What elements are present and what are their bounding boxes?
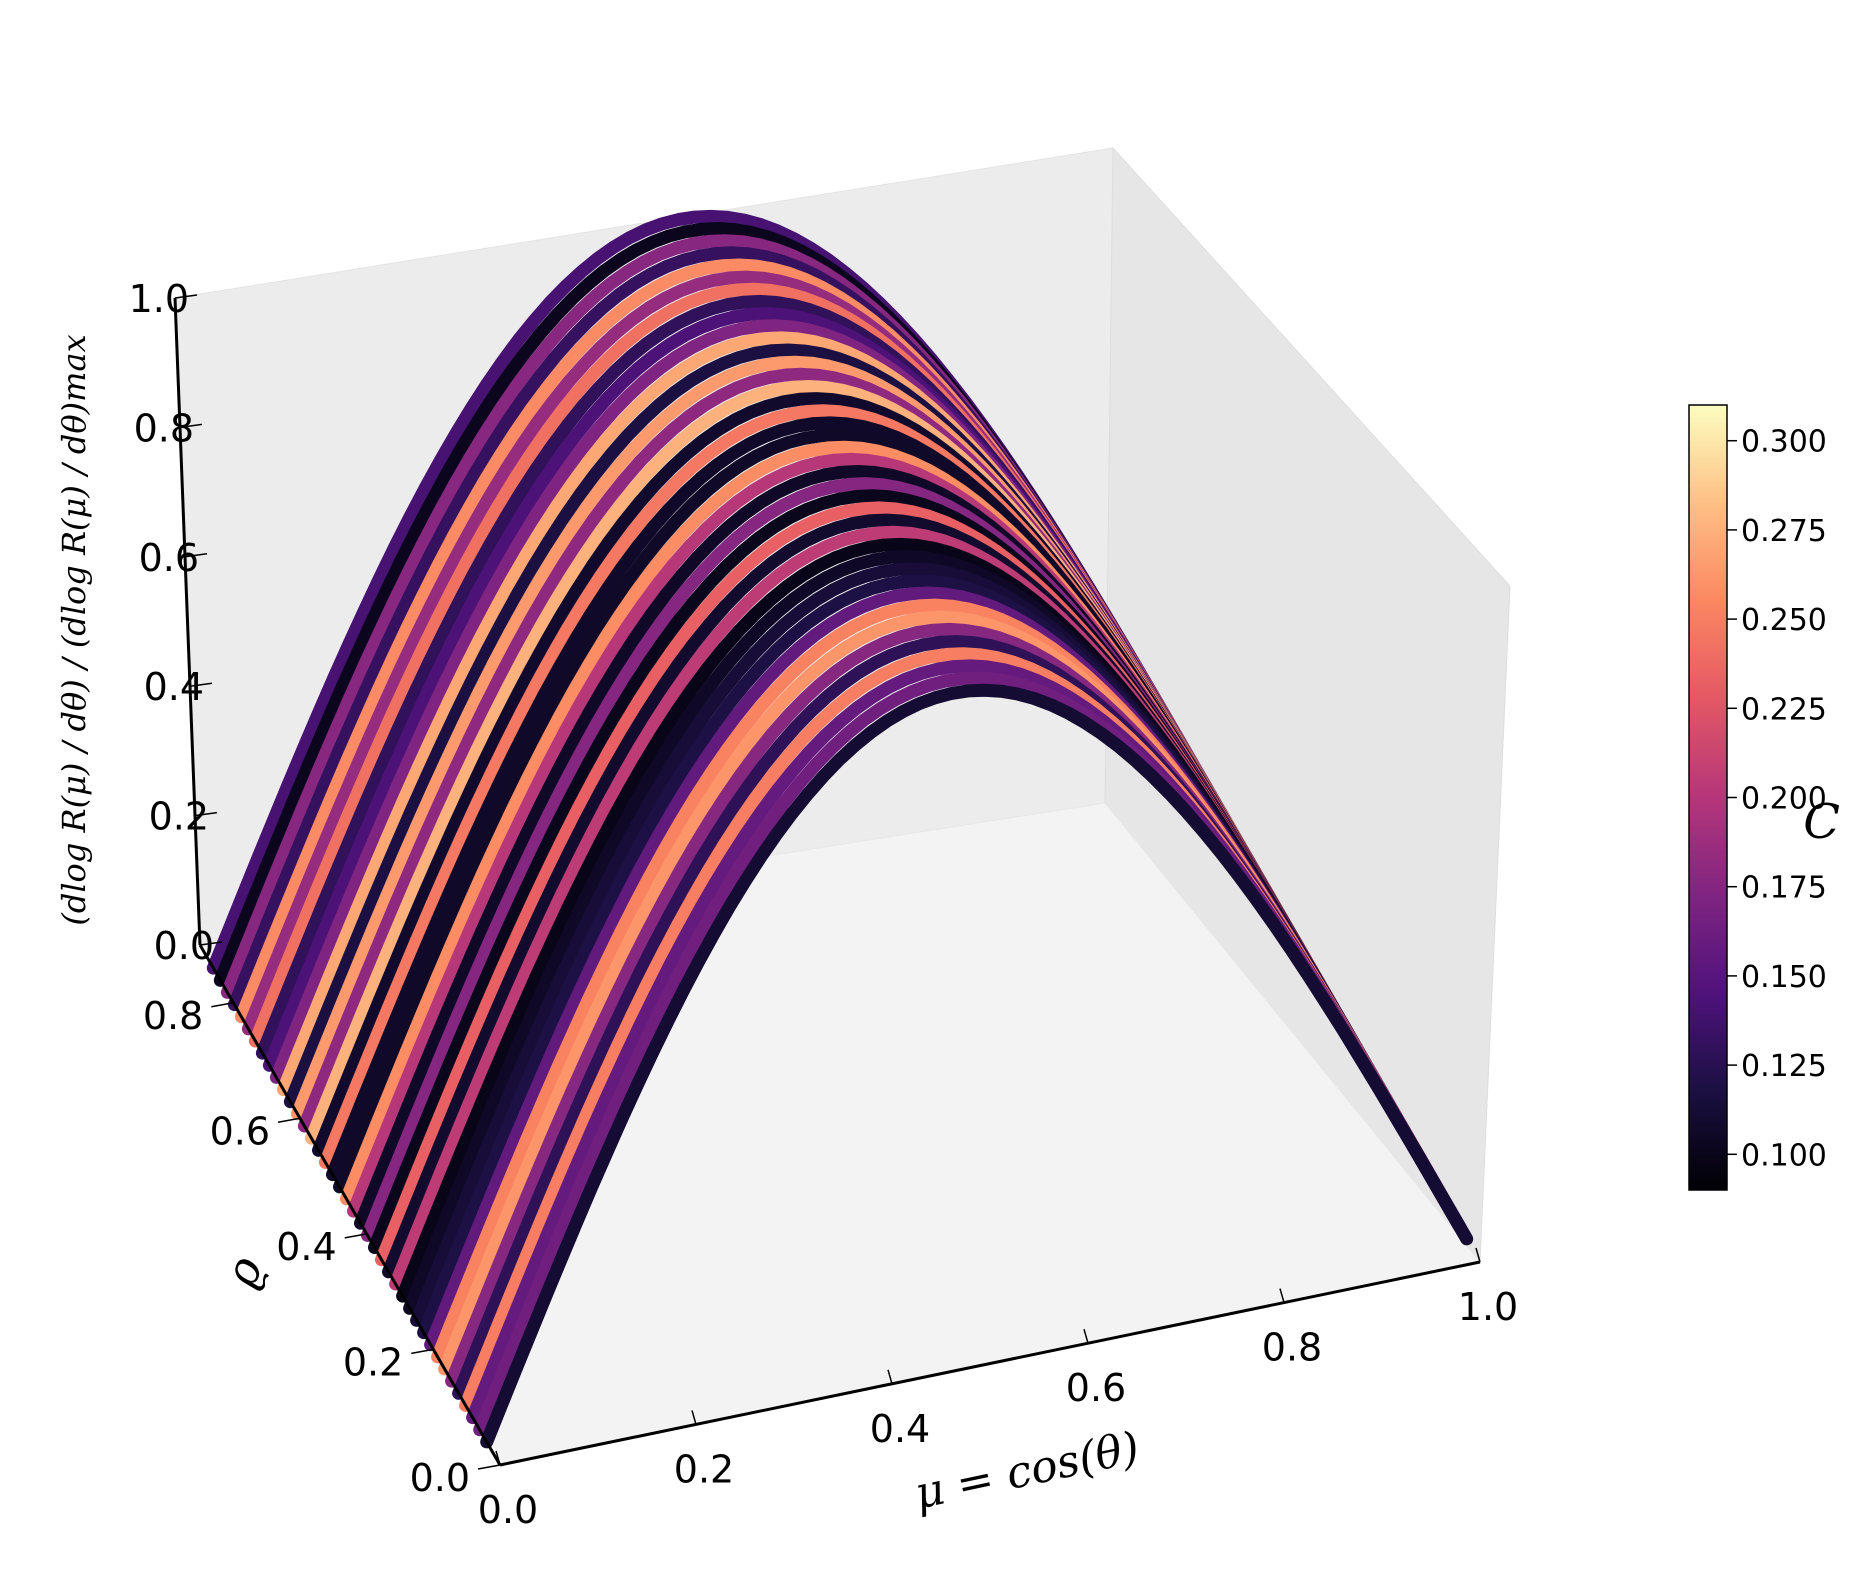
colorbar-tick-label: 0.200 — [1741, 782, 1827, 817]
x-tick-label: 1.0 — [1458, 1285, 1518, 1329]
z-tick-mark — [199, 941, 223, 946]
y-tick-label: 0.0 — [410, 1456, 470, 1500]
z-tick-label: 0.4 — [144, 665, 204, 709]
z-tick-mark — [174, 294, 198, 299]
colorbar-tick-label: 0.175 — [1741, 871, 1827, 906]
x-tick-mark — [887, 1369, 893, 1385]
y-tick-mark — [277, 1117, 301, 1124]
x-tick-label: 0.4 — [870, 1407, 930, 1451]
x-tick-mark — [691, 1410, 697, 1425]
x-tick-label: 0.2 — [674, 1447, 734, 1491]
y-tick-mark — [344, 1233, 367, 1239]
surface-scatter — [206, 209, 1474, 1449]
z-tick-mark — [194, 811, 218, 817]
colorbar-label: C — [1803, 794, 1840, 850]
colorbar-tick-label: 0.300 — [1741, 425, 1827, 460]
x-tick-mark — [1279, 1288, 1285, 1303]
x-tick-label: 0.6 — [1066, 1366, 1126, 1410]
colorbar-tick-label: 0.100 — [1741, 1138, 1827, 1173]
z-tick-label: 0.0 — [154, 924, 214, 968]
y-tick-label: 0.4 — [276, 1225, 336, 1269]
axis-lines — [173, 297, 1481, 1467]
z-tick-mark — [179, 423, 203, 429]
x-tick-mark — [1083, 1328, 1089, 1344]
colorbar-tick-label: 0.275 — [1741, 514, 1827, 549]
z-tick-label: 1.0 — [129, 277, 189, 321]
x-tick-label: 0.0 — [478, 1488, 538, 1532]
y-tick-label: 0.8 — [143, 994, 203, 1038]
z-tick-label: 0.6 — [139, 536, 199, 580]
x-axis-title: μ = cos(θ) — [910, 1422, 1144, 1519]
y-tick-label: 0.6 — [210, 1109, 270, 1153]
z-axis-line — [173, 297, 202, 946]
scatter-slice — [480, 683, 1474, 1449]
y-axis-title: ϱ — [213, 1250, 273, 1294]
y-tick-mark — [411, 1348, 434, 1355]
z-tick-mark — [189, 682, 213, 687]
z-tick-label: 0.8 — [134, 406, 194, 450]
colorbar-tick-label: 0.225 — [1741, 692, 1827, 727]
colorbar-tick-label: 0.125 — [1741, 1049, 1827, 1084]
colorbar-tick-label: 0.250 — [1741, 603, 1827, 638]
colorbar-gradient — [1688, 404, 1728, 1191]
z-tick-label: 0.2 — [149, 795, 209, 839]
y-axis-line — [198, 944, 502, 1466]
y-tick-mark — [477, 1464, 501, 1470]
colorbar: 0.100 0.125 0.150 0.175 0.200 0.225 0.250 0.275… — [1688, 404, 1840, 1191]
x-tick-mark — [495, 1450, 501, 1466]
z-axis-title: (dlog R(μ) / dθ) / (dlog R(μ) / dθ)max — [55, 334, 93, 925]
colorbar-tick-label: 0.150 — [1741, 960, 1827, 995]
z-tick-mark — [184, 553, 208, 558]
x-tick-label: 0.8 — [1262, 1326, 1322, 1370]
tick-group: 0.0 0.2 0.4 0.6 0.8 1.0 0.0 0.2 0.4 0.6 0.8 0.0 0.2 0… — [129, 277, 1519, 1532]
x-tick-mark — [1475, 1247, 1481, 1263]
y-tick-mark — [211, 1002, 234, 1008]
colorbar-ticks: 0.100 0.125 0.150 0.175 0.200 0.225 0.250 0.275… — [1727, 425, 1827, 1173]
y-tick-label: 0.2 — [343, 1340, 403, 1384]
x-axis-line — [499, 1260, 1481, 1467]
